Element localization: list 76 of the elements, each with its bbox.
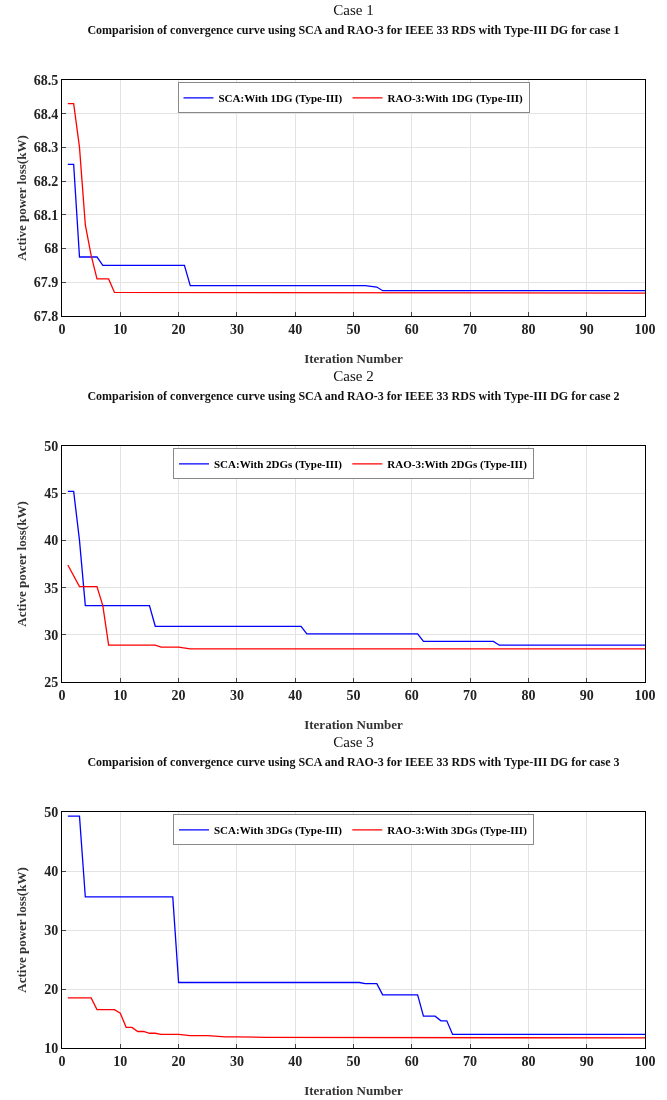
x-tick-label: 30 <box>229 321 244 337</box>
x-tick-label: 0 <box>58 321 66 337</box>
y-tick-label: 30 <box>44 627 59 643</box>
line-series <box>67 564 645 650</box>
x-tick-label: 20 <box>171 321 186 337</box>
y-tick-label: 40 <box>44 863 59 879</box>
x-axis-title: Iteration Number <box>304 351 404 366</box>
x-tick-label: 10 <box>113 1053 128 1069</box>
y-tick-label: 40 <box>44 533 59 549</box>
y-tick-label: 68.4 <box>33 106 59 122</box>
x-tick-label: 0 <box>58 1053 66 1069</box>
y-tick-label: 10 <box>44 1040 59 1056</box>
x-tick-label: 100 <box>634 321 656 337</box>
y-axis-title: Active power loss(kW) <box>14 867 29 993</box>
x-axis-title: Iteration Number <box>304 1083 404 1098</box>
x-tick-label: 60 <box>404 321 419 337</box>
chart-title: Case 2 <box>333 367 374 384</box>
y-tick-label: 68.5 <box>33 72 59 88</box>
legend-label: SCA:With 1DG (Type-III) <box>218 92 343 106</box>
x-tick-label: 70 <box>463 687 478 703</box>
chart-title: Case 1 <box>333 1 374 18</box>
chart-subtitle: Comparision of convergence curve using SCA and RAO-3 for IEEE 33 RDS with Type-III DG for case 1 <box>87 23 620 38</box>
legend-label: RAO-3:With 2DGs (Type-III) <box>387 458 528 472</box>
x-tick-label: 100 <box>634 1053 656 1069</box>
x-tick-label: 10 <box>113 321 128 337</box>
legend-label: RAO-3:With 3DGs (Type-III) <box>387 824 528 838</box>
legend-label: SCA:With 3DGs (Type-III) <box>214 824 343 838</box>
y-tick-label: 50 <box>44 438 59 454</box>
x-axis-title: Iteration Number <box>304 717 404 732</box>
y-tick-label: 68.3 <box>33 140 59 156</box>
x-tick-label: 70 <box>463 1053 478 1069</box>
line-series <box>67 997 645 1039</box>
chart-subtitle: Comparision of convergence curve using SCA and RAO-3 for IEEE 33 RDS with Type-III DG for case 2 <box>87 389 620 404</box>
x-tick-label: 40 <box>288 687 303 703</box>
x-tick-label: 90 <box>579 321 594 337</box>
x-tick-label: 100 <box>634 687 656 703</box>
x-tick-label: 80 <box>521 687 536 703</box>
x-tick-label: 30 <box>229 687 244 703</box>
legend-label: SCA:With 2DGs (Type-III) <box>214 458 343 472</box>
line-series <box>67 163 645 292</box>
y-tick-label: 25 <box>44 674 59 690</box>
x-tick-label: 90 <box>579 1053 594 1069</box>
line-series <box>67 102 645 294</box>
y-tick-label: 67.8 <box>33 308 59 324</box>
x-tick-label: 10 <box>113 687 128 703</box>
x-tick-label: 80 <box>521 1053 536 1069</box>
x-tick-label: 40 <box>288 1053 303 1069</box>
line-series <box>67 490 645 646</box>
y-tick-label: 68.2 <box>33 174 59 190</box>
y-tick-label: 68.1 <box>33 207 59 223</box>
y-tick-label: 68 <box>44 241 59 257</box>
x-tick-label: 90 <box>579 687 594 703</box>
chart-title: Case 3 <box>333 733 374 750</box>
y-tick-label: 30 <box>44 922 59 938</box>
x-tick-label: 20 <box>171 1053 186 1069</box>
x-tick-label: 30 <box>229 1053 244 1069</box>
x-tick-label: 40 <box>288 321 303 337</box>
x-tick-label: 0 <box>58 687 66 703</box>
x-tick-label: 80 <box>521 321 536 337</box>
line-series <box>67 815 645 1036</box>
y-tick-label: 67.9 <box>33 275 59 291</box>
y-tick-label: 45 <box>44 486 59 502</box>
y-tick-label: 20 <box>44 981 59 997</box>
x-tick-label: 60 <box>404 687 419 703</box>
x-tick-label: 50 <box>346 321 361 337</box>
y-axis-title: Active power loss(kW) <box>14 501 29 627</box>
y-tick-label: 50 <box>44 804 59 820</box>
y-tick-label: 35 <box>44 580 59 596</box>
chart-subtitle: Comparision of convergence curve using SCA and RAO-3 for IEEE 33 RDS with Type-III DG for case 3 <box>87 755 620 770</box>
x-tick-label: 50 <box>346 1053 361 1069</box>
y-axis-title: Active power loss(kW) <box>14 135 29 261</box>
legend-label: RAO-3:With 1DG (Type-III) <box>387 92 524 106</box>
x-tick-label: 50 <box>346 687 361 703</box>
x-tick-label: 20 <box>171 687 186 703</box>
x-tick-label: 60 <box>404 1053 419 1069</box>
x-tick-label: 70 <box>463 321 478 337</box>
